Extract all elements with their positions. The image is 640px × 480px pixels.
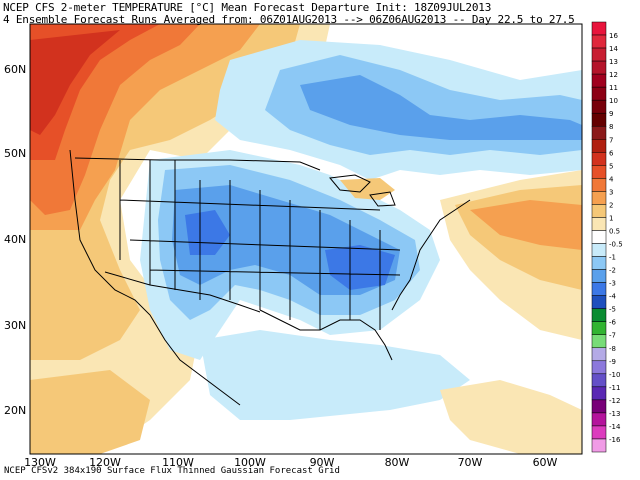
legend-swatch: [591, 438, 607, 453]
lon-label: 110W: [162, 456, 194, 469]
state-lines: [119, 160, 401, 330]
legend-label: 5: [609, 162, 613, 170]
legend-label: -13: [609, 410, 620, 418]
coastline-east: [391, 199, 471, 311]
legend-swatch: [591, 34, 607, 49]
legend-swatch: [591, 86, 607, 101]
legend-swatch: [591, 152, 607, 166]
great-lakes: [329, 174, 396, 207]
legend-label: 14: [609, 45, 618, 53]
legend-swatch: [591, 386, 607, 401]
legend-label: -11: [609, 384, 620, 392]
boundary-lines: [69, 149, 471, 406]
legend-swatch: [591, 360, 607, 375]
legend-label: -4: [609, 293, 617, 301]
color-legend: 16 14 13 12 11 10 9 8 7 6 5 4 3 2 1 0.5 -0.5 -1 -2 -3 -4 -5 -6…: [591, 21, 623, 453]
legend-swatch: [591, 139, 607, 153]
legend-label: 13: [609, 58, 618, 66]
lat-label: 20N: [4, 404, 26, 417]
lon-label: 70W: [458, 456, 483, 469]
legend-swatch: [591, 295, 607, 309]
legend-label: 6: [609, 149, 614, 157]
anomaly-field: [30, 24, 582, 454]
legend-swatch: [591, 47, 607, 62]
legend-swatch: [591, 256, 607, 270]
border-us-canada: [74, 157, 321, 171]
coastline-gulf: [259, 309, 393, 361]
lat-label: 40N: [4, 233, 26, 246]
chart-title: NCEP CFS 2-meter TEMPERATURE [°C] Mean F…: [3, 1, 492, 14]
legend-swatch: [591, 217, 607, 231]
legend-swatch: [591, 178, 607, 192]
legend-label: 9: [609, 110, 613, 118]
legend-label: -2: [609, 267, 616, 275]
legend-label: -12: [609, 397, 620, 405]
legend-swatch: [591, 412, 607, 427]
legend-swatch: [591, 60, 607, 75]
legend-swatch: [591, 99, 607, 114]
legend-swatch: [591, 425, 607, 440]
legend-label: -7: [609, 332, 616, 340]
legend-label: -16: [609, 436, 621, 444]
legend-label: 11: [609, 84, 618, 92]
legend-swatch: [591, 347, 607, 362]
legend-label: -8: [609, 345, 616, 353]
legend-label: -5: [609, 306, 616, 314]
legend-label: -9: [609, 358, 616, 366]
legend-label: -10: [609, 371, 620, 379]
legend-label: 8: [609, 123, 613, 131]
legend-swatch: [591, 191, 607, 205]
legend-swatch: [591, 282, 607, 296]
legend-label: -3: [609, 280, 616, 288]
legend-swatch: [591, 125, 607, 140]
legend-label: -6: [609, 319, 617, 327]
legend-label: -14: [609, 423, 621, 431]
lon-label: 100W: [234, 456, 266, 469]
lat-label: 50N: [4, 147, 26, 160]
legend-label: -1: [609, 254, 616, 262]
legend-label: 0.5: [609, 227, 620, 235]
legend-swatch: [591, 399, 607, 414]
legend-swatch: [591, 334, 607, 349]
legend-swatch: [591, 373, 607, 388]
grid-footnote: NCEP CFSv2 384x190 Surface Flux Thinned …: [4, 466, 340, 476]
legend-swatch: [591, 269, 607, 283]
map-frame: [29, 23, 583, 455]
lon-label: 60W: [533, 456, 558, 469]
border-us-mexico: [104, 271, 261, 313]
legend-label: 7: [609, 136, 613, 144]
legend-swatch: [591, 204, 607, 218]
chart-subtitle: 4 Ensemble Forecast Runs Averaged from: …: [3, 13, 575, 26]
latitude-labels: 60N 50N 40N 30N 20N: [4, 63, 26, 417]
legend-swatch: [591, 165, 607, 179]
legend-label: 4: [609, 175, 614, 183]
legend-label: 1: [609, 214, 613, 222]
legend-swatch: [591, 112, 607, 127]
lon-label: 90W: [310, 456, 335, 469]
legend-label: 3: [609, 188, 613, 196]
legend-swatch: [591, 73, 607, 88]
lat-label: 30N: [4, 319, 26, 332]
longitude-labels: 130W 120W 110W 100W 90W 80W 70W 60W: [24, 456, 557, 469]
legend-label: 16: [609, 32, 618, 40]
legend-label: 12: [609, 71, 618, 79]
legend-label: -0.5: [609, 241, 623, 249]
legend-swatch: [591, 243, 607, 257]
lat-label: 60N: [4, 63, 26, 76]
lon-label: 130W: [24, 456, 56, 469]
legend-swatch: [591, 308, 607, 322]
lon-label: 120W: [89, 456, 121, 469]
lon-label: 80W: [385, 456, 410, 469]
legend-label: 10: [609, 97, 618, 105]
legend-swatch: [591, 230, 607, 244]
legend-label: 2: [609, 201, 613, 209]
legend-swatch: [591, 21, 607, 36]
legend-swatch: [591, 321, 607, 335]
coastline-west: [69, 149, 241, 406]
